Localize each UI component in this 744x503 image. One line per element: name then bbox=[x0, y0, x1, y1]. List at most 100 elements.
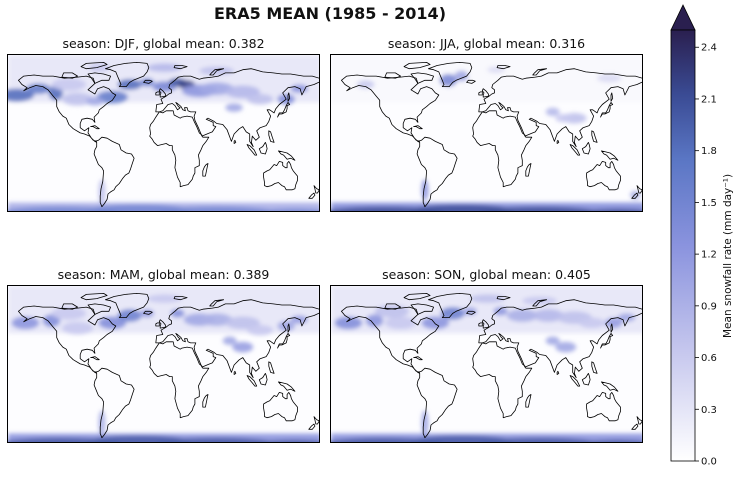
colorbar-tick-label: 1.5 bbox=[701, 198, 717, 209]
colorbar-extend-arrow bbox=[670, 4, 696, 31]
snowfall-blob bbox=[232, 341, 254, 353]
snowfall-blob bbox=[421, 316, 450, 330]
coastlines bbox=[340, 293, 642, 439]
snowfall-shading bbox=[8, 286, 319, 442]
snowfall-blob bbox=[98, 179, 106, 205]
coastline-madagascar bbox=[525, 163, 532, 177]
coastline-southAmerica bbox=[416, 367, 458, 439]
coastline-japan bbox=[600, 333, 614, 349]
coastline-novaya bbox=[209, 68, 225, 76]
snowfall-blob bbox=[86, 435, 191, 442]
coastline-borneo bbox=[581, 373, 591, 386]
coastline-victoriaIs bbox=[61, 72, 78, 79]
coastline-ireland bbox=[155, 91, 160, 96]
coastline-svalbard bbox=[173, 65, 188, 70]
snowfall-blob bbox=[225, 85, 261, 99]
coastline-cuba bbox=[413, 125, 423, 130]
coastline-eurasia bbox=[478, 68, 642, 147]
coastline-cuba bbox=[413, 356, 423, 361]
coastline-baffin bbox=[410, 72, 434, 84]
colorbar-tick-label: 2.1 bbox=[701, 94, 717, 105]
coastline-southAmerica bbox=[93, 367, 135, 439]
snowfall-blob bbox=[506, 309, 538, 322]
snowfall-blob bbox=[98, 410, 106, 436]
northern-snow-wash bbox=[331, 55, 642, 103]
colorbar-tick-label: 0.6 bbox=[701, 353, 717, 364]
snowfall-blob bbox=[225, 316, 261, 330]
coastline-nz2 bbox=[631, 192, 639, 199]
snowfall-blob bbox=[584, 439, 642, 442]
snowfall-blob bbox=[222, 336, 237, 345]
coastline-svalbard bbox=[496, 296, 511, 301]
coastline-nz bbox=[313, 185, 319, 194]
panel-title-djf: season: DJF, global mean: 0.382 bbox=[62, 36, 265, 51]
snowfall-blob bbox=[86, 97, 104, 106]
snowfall-blob bbox=[374, 304, 410, 318]
coastline-madagascar bbox=[525, 394, 532, 408]
snowfall-blob bbox=[597, 73, 622, 83]
coastline-africa bbox=[149, 341, 210, 419]
panel-title-son: season: SON, global mean: 0.405 bbox=[382, 267, 591, 282]
map-panel-djf: season: DJF, global mean: 0.382 bbox=[7, 36, 320, 212]
coastline-australia bbox=[586, 161, 621, 191]
snowfall-blob bbox=[555, 341, 577, 353]
snowfall-blob bbox=[481, 206, 598, 211]
map-canvas-son bbox=[331, 286, 642, 442]
coastline-northAmerica bbox=[17, 305, 117, 373]
coastline-eurasia bbox=[155, 68, 319, 147]
map-panel-son: season: SON, global mean: 0.405 bbox=[330, 267, 643, 443]
coastline-iceland bbox=[143, 79, 153, 84]
snowfall-blob bbox=[487, 66, 505, 73]
coastline-newGuinea bbox=[600, 381, 619, 392]
coastline-svalbard bbox=[496, 65, 511, 70]
coastline-japan bbox=[277, 333, 291, 349]
snowfall-blob bbox=[334, 316, 363, 330]
coastline-japan bbox=[600, 102, 614, 118]
coastline-srilanka bbox=[556, 370, 560, 375]
snowfall-blob bbox=[96, 90, 128, 104]
snowfall-blob bbox=[409, 204, 514, 211]
map-canvas-mam bbox=[8, 286, 319, 442]
coastline-borneo bbox=[258, 142, 268, 155]
world-map-jja bbox=[330, 54, 643, 212]
snowfall-blob bbox=[578, 317, 605, 329]
coastline-nz2 bbox=[308, 423, 316, 430]
map-canvas-djf bbox=[8, 55, 319, 211]
snowfall-blob bbox=[42, 314, 61, 328]
snowfall-blob bbox=[470, 294, 505, 303]
coastline-greenland bbox=[428, 62, 473, 88]
coastline-eurasia bbox=[478, 299, 642, 378]
snowfall-blob bbox=[11, 316, 40, 330]
colorbar-tick-label: 1.2 bbox=[701, 250, 717, 261]
snowfall-blob bbox=[201, 313, 233, 327]
coastline-baffin bbox=[87, 303, 111, 315]
coastline-nz bbox=[636, 416, 642, 425]
snowfall-blob bbox=[140, 309, 155, 318]
coastline-australia bbox=[263, 161, 298, 191]
snowfall-blob bbox=[261, 208, 319, 211]
colorbar-tick-label: 0.3 bbox=[701, 405, 717, 416]
map-panel-mam: season: MAM, global mean: 0.389 bbox=[7, 267, 320, 443]
coastline-sakhalin bbox=[610, 323, 614, 333]
coastlines bbox=[17, 293, 319, 439]
snowfall-blob bbox=[454, 70, 469, 82]
coastline-iceland bbox=[466, 310, 476, 315]
coastline-australia bbox=[263, 392, 298, 422]
world-map-djf bbox=[7, 54, 320, 212]
snowfall-blob bbox=[421, 410, 429, 436]
coastline-sumatra bbox=[569, 375, 581, 387]
coastline-uk bbox=[481, 319, 489, 329]
colorbar-tick-label: 0.9 bbox=[701, 301, 717, 312]
snowfall-blob bbox=[384, 316, 417, 330]
colorbar-tick-label: 1.8 bbox=[701, 146, 717, 157]
snowfall-blob bbox=[493, 307, 508, 316]
coastline-ireland bbox=[478, 322, 483, 327]
coastlines bbox=[17, 62, 319, 208]
coastline-madagascar bbox=[202, 394, 209, 408]
coastline-ellesmere bbox=[403, 293, 431, 301]
coastline-africa bbox=[472, 110, 533, 188]
coastline-borneo bbox=[581, 142, 591, 155]
coastline-victoriaIs bbox=[384, 72, 401, 79]
coastline-cuba bbox=[90, 356, 100, 361]
coastline-srilanka bbox=[233, 139, 237, 144]
